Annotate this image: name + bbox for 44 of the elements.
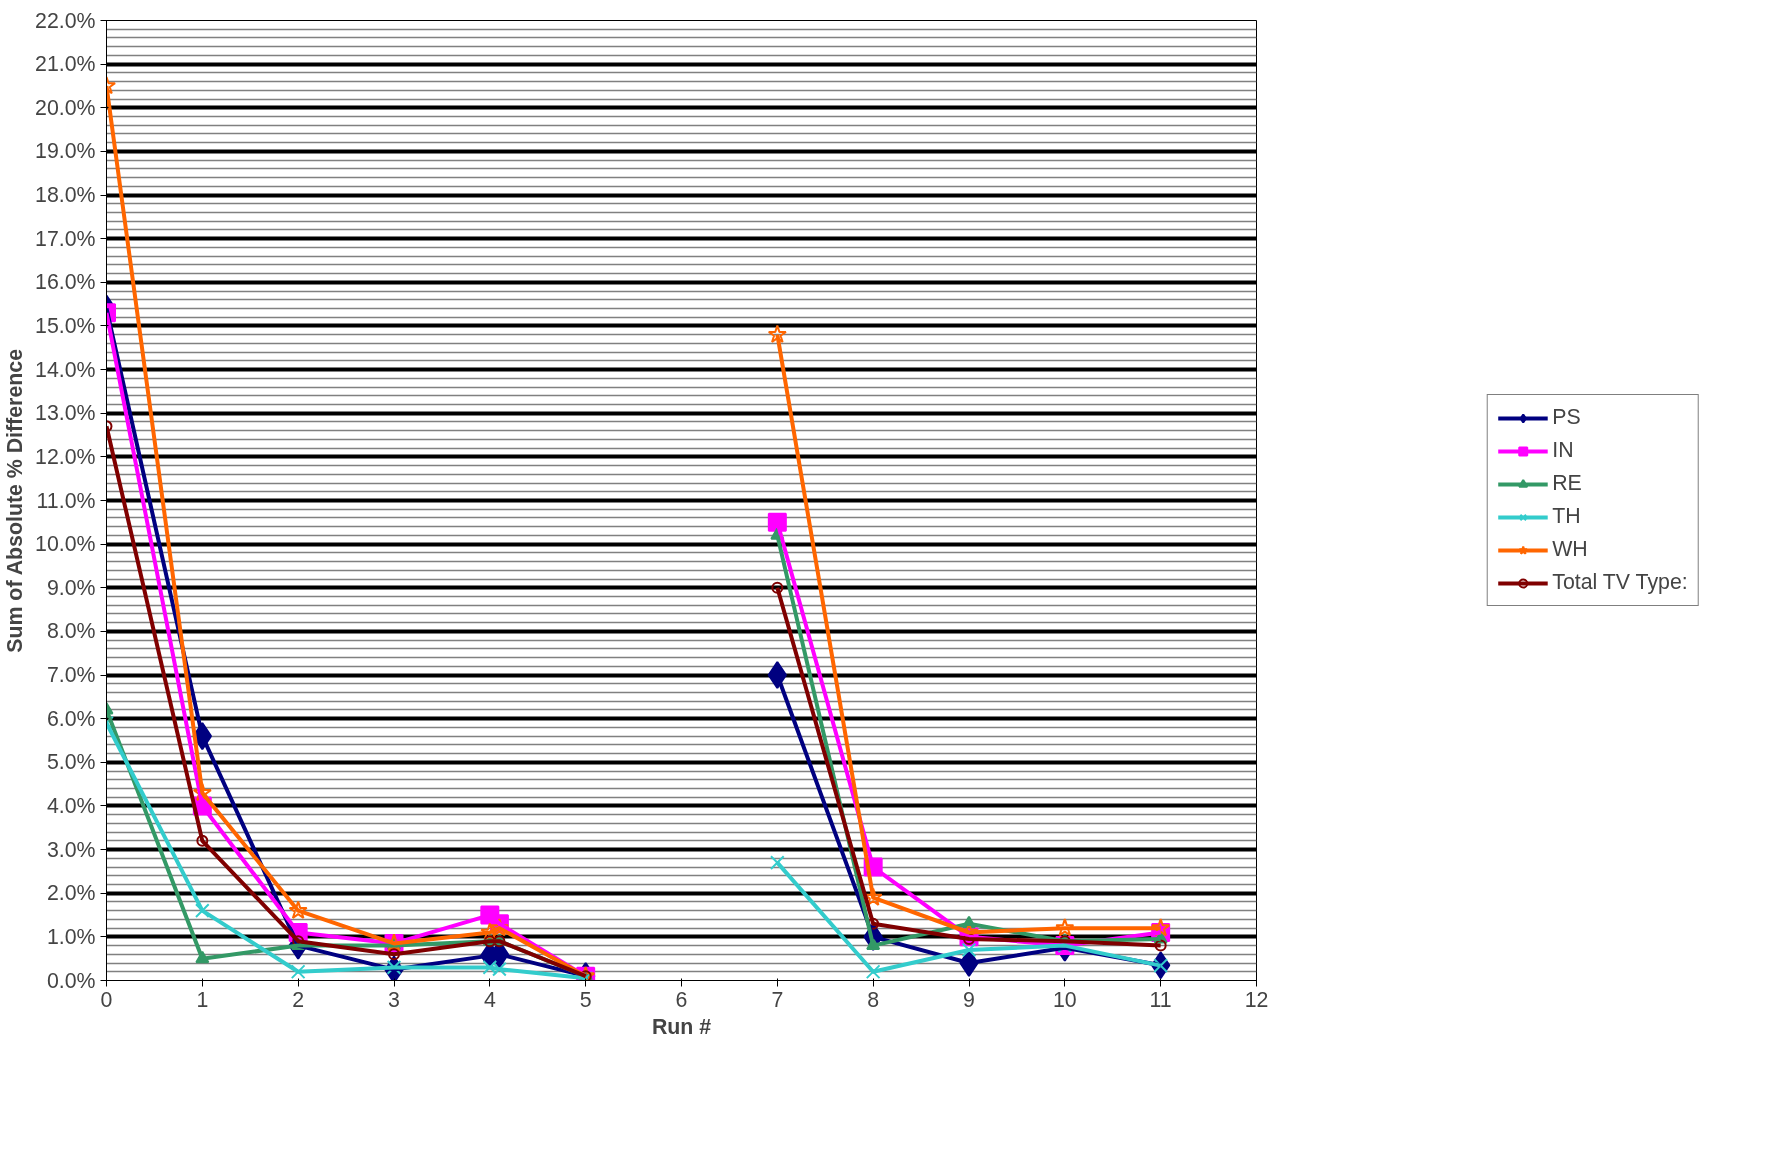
y-tick-label: 15.0% [35,313,96,338]
y-tick-label: 22.0% [35,8,96,33]
x-tick-label: 3 [388,987,400,1012]
legend-label: PS [1552,405,1581,430]
legend-label: WH [1552,537,1588,562]
y-tick-label: 7.0% [46,663,96,688]
legend-label: RE [1552,471,1582,496]
y-tick-label: 12.0% [35,444,96,469]
y-tick-label: 4.0% [46,793,96,818]
legend-label: TH [1552,504,1581,529]
x-tick-label: 10 [1052,987,1077,1012]
y-tick-label: 14.0% [35,357,96,382]
y-tick-label: 20.0% [35,95,96,120]
x-tick-label: 0 [100,987,113,1012]
legend-label: Total TV Type: [1552,570,1688,595]
x-tick-label: 2 [292,987,305,1012]
x-tick-label: 5 [579,987,592,1012]
y-tick-label: 16.0% [35,270,96,295]
y-tick-label: 17.0% [35,226,96,251]
x-tick-label: 4 [483,987,496,1012]
y-tick-label: 18.0% [35,183,96,208]
y-tick-label: 0.0% [46,968,96,993]
x-axis-title: Run # [651,1014,712,1039]
y-tick-label: 5.0% [46,750,96,775]
x-tick-label: 11 [1149,987,1172,1012]
x-tick-label: 1 [196,987,209,1012]
y-tick-label: 3.0% [46,837,96,862]
y-tick-label: 1.0% [46,924,96,949]
y-tick-label: 11.0% [36,488,96,513]
x-tick-label: 9 [963,987,975,1012]
y-tick-label: 9.0% [46,575,96,600]
y-tick-label: 13.0% [35,401,96,426]
x-tick-label: 6 [675,987,688,1012]
x-tick-label: 12 [1244,987,1269,1012]
legend-label: IN [1552,438,1574,463]
y-tick-label: 6.0% [46,706,96,731]
y-tick-label: 2.0% [46,881,96,906]
y-tick-label: 21.0% [35,52,96,77]
y-axis-title: Sum of Absolute % Difference [3,348,28,653]
y-tick-label: 19.0% [35,139,96,164]
x-tick-label: 7 [771,987,784,1012]
y-tick-label: 8.0% [46,619,96,644]
y-tick-label: 10.0% [35,532,96,557]
x-tick-label: 8 [867,987,880,1012]
